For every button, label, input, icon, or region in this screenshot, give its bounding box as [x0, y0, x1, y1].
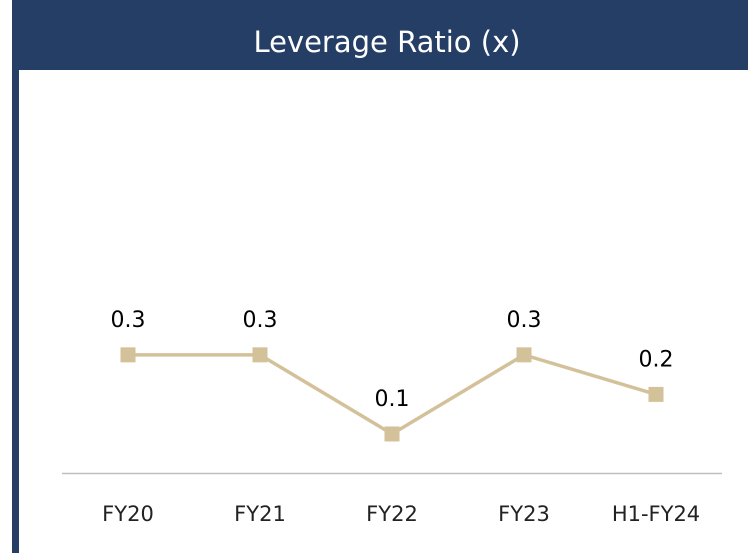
- data-label: 0.2: [639, 347, 674, 372]
- data-marker: [120, 347, 136, 363]
- data-marker: [252, 347, 268, 363]
- data-marker: [648, 386, 664, 402]
- header-bar: [12, 0, 748, 70]
- data-label: 0.3: [243, 308, 278, 333]
- x-tick-label: H1-FY24: [612, 502, 700, 526]
- data-label: 0.1: [375, 387, 410, 412]
- data-label: 0.3: [111, 308, 146, 333]
- data-marker: [384, 426, 400, 442]
- x-tick-label: FY21: [234, 502, 286, 526]
- x-tick-label: FY22: [366, 502, 418, 526]
- left-border: [12, 70, 19, 553]
- chart-title: Leverage Ratio (x): [253, 25, 520, 59]
- data-marker: [516, 347, 532, 363]
- x-tick-label: FY20: [102, 502, 154, 526]
- x-tick-label: FY23: [498, 502, 550, 526]
- data-label: 0.3: [507, 308, 542, 333]
